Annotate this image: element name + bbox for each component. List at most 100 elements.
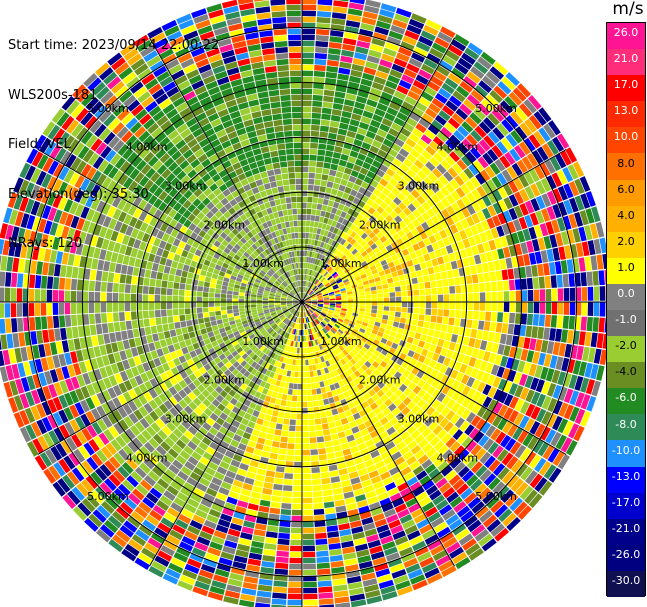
range-gate-cell: [453, 130, 465, 142]
range-gate-cell: [562, 166, 574, 183]
range-gate-cell: [383, 310, 389, 316]
range-gate-cell: [579, 176, 591, 192]
range-gate-cell: [309, 263, 313, 270]
range-gate-cell: [109, 332, 117, 343]
range-gate-cell: [537, 263, 544, 277]
range-gate-cell: [431, 399, 441, 410]
range-gate-cell: [407, 290, 414, 297]
range-gate-cell: [312, 88, 324, 96]
range-gate-cell: [311, 284, 316, 290]
range-gate-cell: [404, 273, 411, 280]
range-gate-cell: [314, 289, 320, 294]
range-gate-cell: [503, 380, 513, 393]
range-gate-cell: [428, 102, 441, 114]
range-gate-cell: [440, 247, 448, 256]
range-gate-cell: [461, 195, 471, 207]
range-gate-cell: [448, 252, 456, 262]
range-gate-cell: [528, 252, 537, 265]
range-gate-cell: [112, 292, 119, 302]
range-gate-cell: [290, 527, 302, 534]
range-gate-cell: [302, 286, 304, 293]
range-gate-cell: [302, 214, 307, 221]
range-gate-cell: [330, 114, 341, 122]
range-gate-cell: [412, 128, 424, 139]
range-gate-cell: [324, 272, 330, 278]
range-gate-cell: [304, 294, 309, 300]
range-gate-cell: [70, 278, 78, 291]
range-gate-cell: [568, 316, 576, 330]
range-gate-cell: [339, 224, 346, 231]
radial-velocity-field: [0, 0, 612, 607]
range-gate-cell: [322, 307, 329, 311]
range-gate-cell: [338, 67, 351, 75]
range-gate-cell: [441, 395, 451, 406]
range-gate-cell: [384, 329, 391, 336]
range-gate-cell: [438, 87, 452, 100]
range-gate-cell: [302, 160, 309, 167]
range-gate-cell: [379, 178, 389, 187]
range-gate-cell: [431, 97, 445, 109]
range-gate-cell: [407, 391, 417, 401]
range-gate-cell: [173, 315, 180, 323]
range-gate-cell: [473, 254, 482, 265]
range-gate-cell: [344, 281, 350, 286]
range-gate-cell: [317, 298, 324, 301]
range-gate-cell: [376, 346, 383, 353]
range-gate-cell: [528, 226, 537, 240]
range-gate-cell: [312, 490, 323, 498]
range-gate-cell: [491, 145, 504, 158]
range-gate-cell: [316, 203, 323, 210]
range-gate-cell: [492, 215, 501, 227]
range-gate-cell: [307, 275, 311, 282]
range-gate-cell: [352, 241, 360, 249]
range-gate-cell: [403, 158, 414, 168]
range-gate-cell: [479, 169, 491, 182]
range-gate-cell: [383, 252, 391, 259]
range-gate-cell: [362, 72, 375, 82]
range-gate-cell: [456, 198, 466, 210]
range-gate-cell: [485, 94, 499, 108]
range-gate-cell: [162, 273, 169, 281]
range-gate-cell: [385, 214, 394, 223]
range-gate-cell: [444, 77, 459, 90]
range-gate-cell: [317, 297, 324, 300]
range-gate-cell: [320, 465, 329, 473]
range-gate-cell: [517, 336, 525, 348]
range-gate-cell: [167, 316, 174, 324]
range-gate-cell: [423, 357, 432, 366]
range-gate-cell: [467, 302, 474, 311]
range-gate-cell: [325, 187, 332, 194]
range-gate-cell: [309, 291, 314, 296]
range-gate-cell: [423, 24, 439, 36]
range-gate-cell: [363, 136, 374, 145]
range-gate-cell: [454, 34, 470, 47]
range-gate-cell: [350, 69, 363, 78]
range-gate-cell: [310, 306, 317, 309]
range-gate-cell: [467, 293, 474, 302]
range-gate-cell: [433, 152, 444, 163]
range-gate-cell: [305, 300, 312, 302]
range-gate-cell: [475, 448, 487, 461]
range-gate-cell: [425, 288, 432, 295]
range-gate-cell: [424, 129, 436, 140]
range-gate-cell: [334, 450, 344, 458]
range-gate-cell: [260, 493, 272, 501]
range-gate-cell: [376, 206, 385, 214]
range-gate-cell: [496, 172, 508, 186]
range-gate-cell: [314, 179, 321, 186]
range-gate-cell: [541, 143, 554, 158]
range-gate-cell: [391, 254, 399, 261]
range-gate-cell: [545, 288, 552, 301]
range-gate-cell: [572, 161, 585, 178]
range-gate-cell: [425, 335, 433, 344]
range-gate-cell: [333, 287, 340, 292]
range-gate-cell: [309, 307, 315, 312]
range-gate-cell: [306, 281, 310, 288]
range-gate-cell: [303, 551, 316, 558]
range-gate-cell: [394, 311, 401, 318]
range-gate-cell: [294, 455, 302, 462]
range-gate-cell: [305, 303, 311, 306]
range-gate-cell: [406, 24, 422, 35]
range-gate-cell: [364, 228, 372, 236]
range-gate-cell: [366, 170, 376, 179]
